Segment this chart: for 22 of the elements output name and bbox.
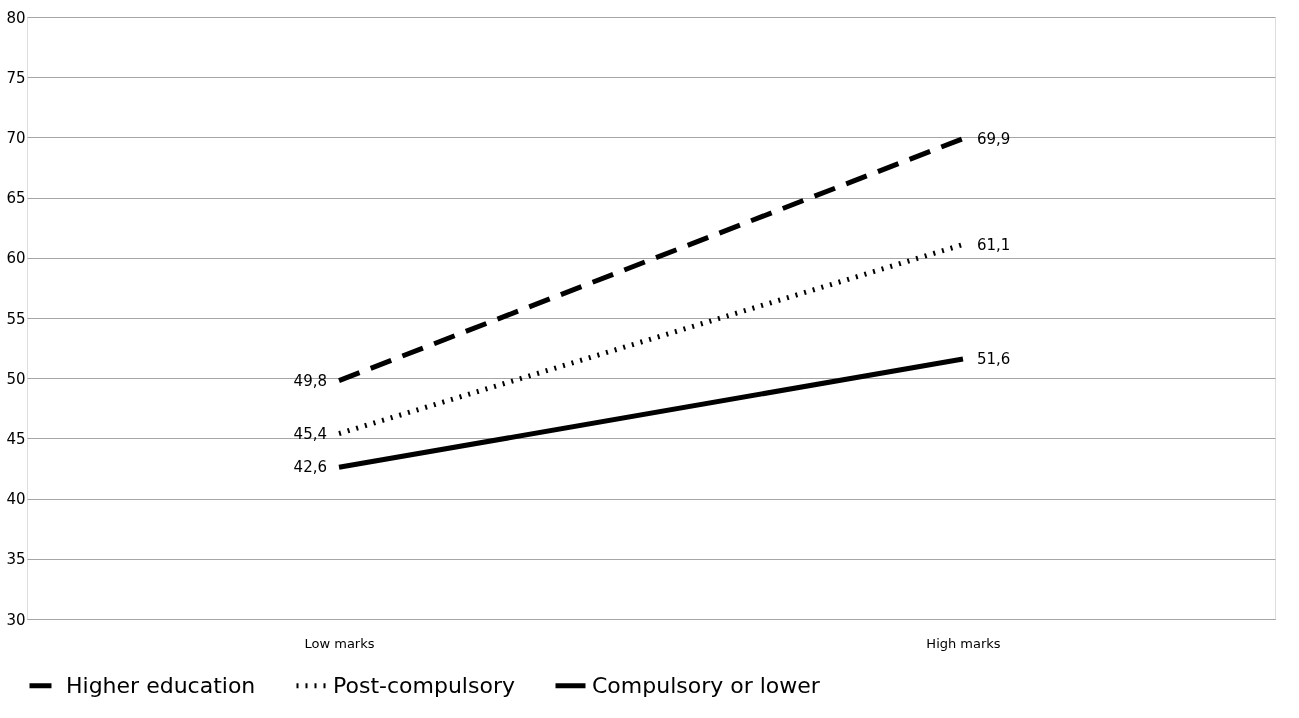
y-tick-label: 65 xyxy=(6,189,26,208)
y-tick-label: 75 xyxy=(6,68,26,87)
data-label: 49,8 xyxy=(293,371,327,390)
data-label: 42,6 xyxy=(293,458,327,477)
y-tick-label: 30 xyxy=(6,610,26,629)
x-tick-label: High marks xyxy=(926,635,1001,651)
legend-label: Post-compulsory xyxy=(333,672,515,698)
y-tick-label: 80 xyxy=(6,8,26,27)
data-label: 51,6 xyxy=(977,349,1011,368)
y-tick-label: 35 xyxy=(6,550,26,569)
y-tick-label: 50 xyxy=(6,369,26,388)
y-tick-label: 55 xyxy=(6,309,26,328)
y-tick-label: 45 xyxy=(6,429,26,448)
data-label: 61,1 xyxy=(977,235,1011,254)
x-tick-label: Low marks xyxy=(304,635,375,651)
legend-label: Higher education xyxy=(66,672,256,698)
y-tick-label: 70 xyxy=(6,128,26,147)
legend-label: Compulsory or lower xyxy=(592,672,821,698)
y-tick-label: 60 xyxy=(6,249,26,268)
y-tick-label: 40 xyxy=(6,490,26,509)
data-label: 69,9 xyxy=(977,129,1011,148)
data-label: 45,4 xyxy=(293,424,327,443)
